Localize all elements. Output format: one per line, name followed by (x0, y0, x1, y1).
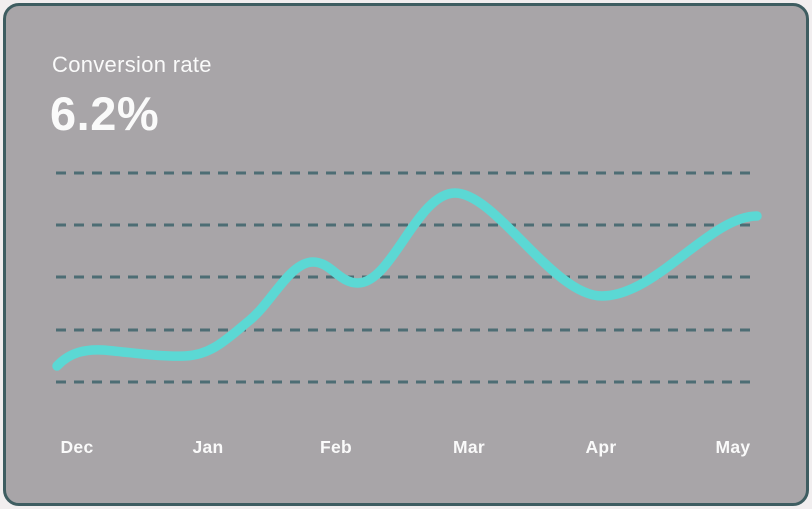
x-axis-label-mar: Mar (452, 437, 486, 457)
x-axis-label-apr: Apr (585, 437, 617, 457)
x-axis-label-jan: Jan (192, 437, 224, 457)
card-header: Conversion rate 6.2% (50, 52, 212, 141)
conversion-rate-card (3, 3, 809, 506)
x-axis-label-may: May (715, 437, 751, 457)
x-axis-label-dec: Dec (60, 437, 94, 457)
conversion-rate-line-series (52, 188, 762, 371)
x-axis-label-feb: Feb (319, 437, 353, 457)
chart-title: Conversion rate (52, 52, 212, 77)
conversion-rate-value: 6.2% (50, 87, 160, 140)
